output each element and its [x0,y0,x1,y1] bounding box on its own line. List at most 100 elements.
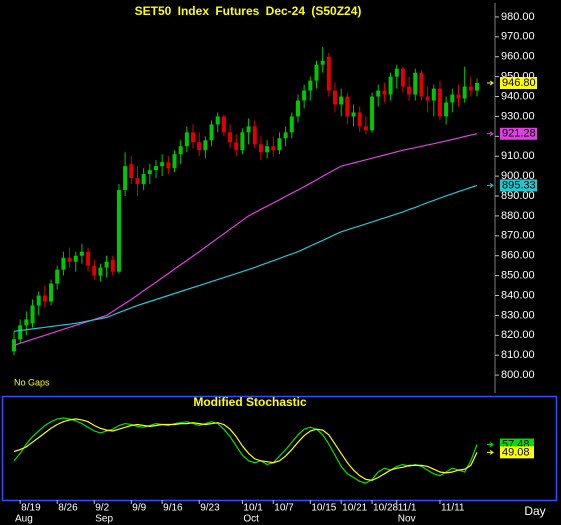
candle-body [308,80,313,91]
candle-body [295,100,300,117]
candle-body [135,178,140,185]
candle-body [333,90,338,105]
candle-body [394,68,399,77]
candle-body [104,261,109,268]
candle-body [92,265,97,276]
candle-body [178,146,183,155]
candle-body [431,88,436,101]
candle-body [314,64,319,81]
candle-body [258,144,263,153]
x-tick-label: 11/11 [441,503,465,514]
y-tick-label: 800.00 [501,369,535,381]
candle-body [18,325,23,340]
candle-body [228,132,233,143]
candle-body [407,86,412,95]
candle-body [388,76,393,95]
y-tick-label: 940.00 [501,90,535,102]
y-tick-label: 840.00 [501,289,535,301]
x-tick-label: 8/26 [58,503,78,514]
candle-body [345,96,350,117]
candle-body [203,140,208,151]
candle-body [184,132,189,147]
candle-body [351,112,356,117]
x-tick-label: 10/28 [373,503,398,514]
y-tick-label: 890.00 [501,190,535,202]
candle-body [36,295,41,306]
candle-body [265,146,270,153]
candle-body [468,86,473,91]
indicator-line [13,417,478,484]
candle-body [42,295,47,302]
candle-body [302,90,307,101]
last-value-box [500,127,537,140]
candle-body [326,56,331,91]
candle-body [320,60,325,65]
chart-title: SET50 Index Futures Dec-24 (S50Z24) [135,4,362,18]
candle-body [55,269,60,284]
y-tick-label: 900.00 [501,170,535,182]
candle-body [437,88,442,117]
candle-body [252,126,257,145]
candle-body [153,166,158,171]
y-tick-label: 980.00 [501,11,535,23]
candle-body [475,82,479,91]
indicator-line [13,418,478,481]
candle-body [240,132,245,151]
candle-body [160,162,165,167]
y-tick-label: 860.00 [501,250,535,262]
candle-body [141,174,146,185]
x-tick-label: 10/1 [243,503,263,514]
candle-body [462,86,467,99]
last-value-label: 895.33 [502,179,536,191]
arrow [487,182,494,188]
candle-body [209,124,214,141]
candle-body [277,138,282,151]
candle-body [215,116,220,125]
candle-body [30,305,35,324]
candle-body [283,132,288,139]
last-value-box [500,179,537,192]
x-tick-label: 9/9 [132,503,146,514]
last-value-label: 49.08 [502,446,530,458]
candle-body [413,72,418,95]
y-tick-label: 930.00 [501,110,535,122]
candle-body [425,96,430,101]
candle-body [116,190,121,272]
y-tick-label: 810.00 [501,349,535,361]
x-unit-label: Day [524,504,545,518]
candle-body [221,116,226,133]
candle-body [289,116,294,133]
y-tick-label: 820.00 [501,329,535,341]
candle-body [147,170,152,175]
candle-body [419,72,424,97]
candle-body [98,267,103,276]
last-value-box [500,76,537,89]
y-tick-label: 870.00 [501,230,535,242]
candle-body [271,146,276,151]
y-tick-label: 880.00 [501,210,535,222]
x-tick-label: 9/2 [95,503,109,514]
month-label: Sep [95,514,113,525]
last-value-label: 946.80 [502,77,536,89]
moving-average-line [13,184,478,332]
candle-body [197,142,202,151]
y-tick-label: 910.00 [501,150,535,162]
month-label: Aug [15,514,33,525]
x-tick-label: 10/21 [342,503,367,514]
candle-body [234,142,239,151]
candle-body [110,259,115,272]
arrow [487,80,494,86]
candle-body [86,251,91,266]
month-label: Nov [398,514,416,525]
candle-body [456,94,461,99]
y-tick-label: 830.00 [501,309,535,321]
x-tick-label: 9/23 [200,503,220,514]
indicator-panel-border [1,395,558,502]
candle-body [166,162,171,169]
y-tick-label: 960.00 [501,51,535,63]
candle-body [12,339,16,352]
y-tick-label: 970.00 [501,31,535,43]
y-tick-label: 850.00 [501,270,535,282]
candle-body [79,251,84,256]
